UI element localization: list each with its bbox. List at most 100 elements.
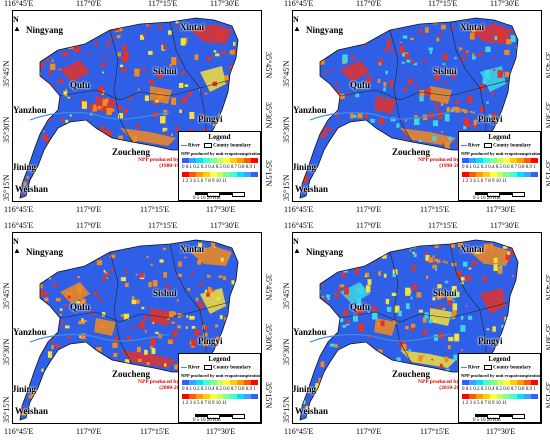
legend-ramp-swatch [462, 158, 469, 163]
place-yanzhou: Yanzhou [13, 105, 47, 115]
npp-speckle [24, 378, 28, 381]
npp-speckle [155, 331, 159, 335]
npp-speckle [354, 85, 358, 90]
npp-speckle [353, 149, 357, 152]
npp-speckle [184, 84, 189, 87]
npp-speckle [226, 97, 230, 100]
npp-speckle [336, 89, 340, 93]
npp-speckle [446, 301, 452, 306]
county-swatch [204, 143, 213, 148]
npp-speckle [516, 301, 518, 304]
legend-box: Legend River County boundary NPP produce… [458, 353, 541, 423]
npp-speckle [350, 184, 355, 191]
npp-speckle [469, 110, 473, 113]
npp-speckle [313, 284, 319, 290]
right-tick-2: 35°30'N [264, 324, 273, 351]
npp-speckle [94, 190, 97, 194]
npp-speckle [368, 366, 373, 373]
npp-speckle [132, 325, 135, 329]
npp-speckle [104, 49, 107, 51]
legend-ramp-swatch [468, 380, 476, 385]
npp-speckle [350, 261, 357, 267]
npp-speckle [33, 68, 36, 70]
npp-speckle [307, 348, 311, 352]
npp-speckle [377, 164, 380, 167]
npp-speckle [445, 397, 450, 403]
county-swatch [484, 143, 493, 148]
legend-ramp-swatch [195, 380, 203, 385]
npp-speckle [34, 88, 38, 92]
npp-speckle [408, 78, 413, 85]
npp-speckle [150, 263, 153, 266]
npp-speckle [158, 91, 164, 99]
caption-line-2: (1980-1990) [159, 163, 187, 170]
npp-speckle [452, 303, 458, 311]
npp-speckle [49, 63, 56, 70]
npp-speckle [146, 362, 150, 366]
npp-speckle [372, 306, 378, 312]
npp-speckle [367, 177, 374, 183]
npp-speckle [198, 301, 204, 309]
study-area-outline [299, 17, 519, 199]
npp-speckle [515, 83, 518, 91]
npp-speckle [442, 260, 446, 263]
npp-speckle [440, 102, 444, 106]
bottom-tick-1: 116°45'E [284, 205, 314, 214]
npp-speckle [484, 69, 490, 79]
place-ningyang: Ningyang [306, 247, 344, 257]
place-jining: Jining [292, 162, 317, 172]
npp-speckle [453, 412, 458, 416]
npp-speckle [119, 64, 124, 68]
place-weishan: Weishan [295, 406, 329, 416]
npp-speckle [479, 250, 483, 254]
npp-speckle [215, 38, 218, 40]
npp-speckle [354, 267, 360, 275]
npp-speckle [189, 111, 195, 120]
npp-speckle [482, 276, 487, 282]
npp-speckle [469, 32, 475, 40]
npp-speckle [333, 359, 336, 362]
npp-speckle [67, 383, 71, 387]
npp-speckle [220, 257, 224, 262]
legend-box: Legend River County boundary NPP produce… [458, 131, 541, 201]
npp-speckle [346, 92, 349, 96]
npp-speckle [87, 142, 91, 145]
npp-speckle [405, 119, 407, 122]
legend-title: Legend [208, 133, 231, 141]
bottom-tick-3: 117°15'E [420, 427, 450, 436]
npp-speckle [222, 276, 227, 281]
npp-speckle [28, 125, 32, 127]
npp-speckle [114, 23, 120, 32]
npp-speckle [477, 52, 482, 57]
legend-ramp-swatch [182, 172, 189, 177]
npp-speckle [144, 329, 147, 333]
place-qufu: Qufu [350, 302, 371, 312]
npp-speckle [107, 366, 111, 370]
npp-speckle [182, 96, 188, 102]
npp-speckle [339, 284, 345, 288]
npp-speckle [237, 304, 238, 313]
npp-speckle [396, 394, 399, 396]
npp-speckle [70, 177, 76, 186]
place-xintai: Xintai [180, 244, 205, 254]
north-arrow: ▲ N [293, 237, 301, 255]
npp-speckle [410, 296, 413, 300]
left-tick-2: 35°30'N [2, 338, 11, 365]
npp-speckle [306, 339, 309, 343]
legend-ramp-swatch [489, 172, 497, 177]
county-boundary [109, 29, 133, 143]
npp-speckle [93, 131, 96, 135]
npp-speckle [436, 37, 440, 42]
npp-speckle [230, 112, 235, 119]
npp-speckle [41, 172, 45, 176]
npp-speckle [376, 388, 381, 394]
npp-speckle [94, 291, 99, 296]
npp-speckle [121, 396, 126, 401]
npp-speckle [455, 291, 460, 298]
npp-speckle [391, 292, 397, 297]
npp-speckle [325, 264, 330, 268]
npp-speckle [323, 88, 327, 92]
npp-speckle [444, 185, 447, 188]
bottom-tick-4: 117°30'E [206, 427, 236, 436]
npp-speckle [467, 123, 472, 128]
